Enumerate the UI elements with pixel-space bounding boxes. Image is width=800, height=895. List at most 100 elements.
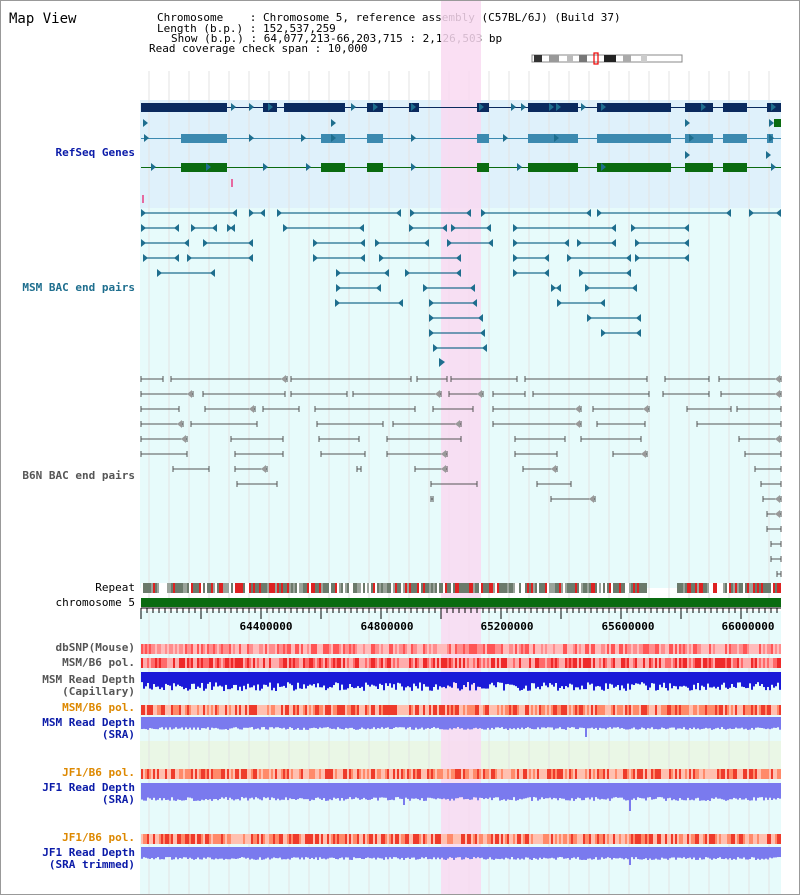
- read-depth-bar: [281, 783, 283, 800]
- read-depth-bar: [507, 672, 509, 684]
- polymorphism-cell: [327, 834, 329, 844]
- polymorphism-cell: [315, 644, 317, 654]
- repeat-block: [587, 583, 589, 593]
- msm-depth-sra-label: MSM Read Depth: [42, 716, 135, 729]
- polymorphism-cell: [459, 834, 461, 844]
- read-depth-bar: [539, 783, 541, 800]
- read-depth-bar: [521, 847, 523, 859]
- polymorphism-cell: [643, 705, 645, 715]
- repeat-block: [609, 583, 611, 593]
- read-depth-bar: [239, 717, 241, 730]
- polymorphism-cell: [539, 834, 541, 844]
- polymorphism-cell: [403, 658, 405, 668]
- read-depth-bar: [365, 717, 367, 730]
- read-depth-bar: [331, 672, 333, 688]
- read-depth-bar: [397, 847, 399, 859]
- read-depth-bar: [445, 847, 447, 860]
- polymorphism-cell: [345, 834, 347, 844]
- polymorphism-cell: [481, 705, 483, 715]
- read-depth-bar: [499, 672, 501, 683]
- polymorphism-cell: [429, 705, 431, 715]
- read-depth-bar: [647, 672, 649, 691]
- read-depth-bar: [721, 717, 723, 728]
- read-depth-bar: [625, 783, 627, 801]
- polymorphism-cell: [601, 769, 603, 779]
- polymorphism-cell: [771, 644, 773, 654]
- repeat-block: [701, 583, 703, 593]
- polymorphism-cell: [395, 705, 397, 715]
- polymorphism-cell: [165, 658, 167, 668]
- polymorphism-cell: [757, 658, 759, 668]
- polymorphism-cell: [765, 644, 767, 654]
- read-depth-bar: [673, 847, 675, 858]
- read-depth-bar: [257, 783, 259, 799]
- read-depth-bar: [695, 847, 697, 860]
- polymorphism-cell: [693, 705, 695, 715]
- read-depth-bar: [687, 847, 689, 859]
- read-depth-bar: [759, 717, 761, 728]
- read-depth-bar: [423, 783, 425, 801]
- polymorphism-cell: [355, 769, 357, 779]
- gene-arrow: [685, 151, 690, 159]
- polymorphism-cell: [747, 644, 749, 654]
- read-depth-bar: [161, 717, 163, 728]
- repeat-block: [267, 583, 269, 593]
- read-depth-bar: [595, 783, 597, 798]
- read-depth-bar: [421, 783, 423, 799]
- polymorphism-cell: [691, 769, 693, 779]
- repeat-block: [589, 583, 591, 593]
- polymorphism-cell: [357, 834, 359, 844]
- polymorphism-cell: [279, 769, 281, 779]
- polymorphism-cell: [647, 705, 649, 715]
- repeat-block: [383, 583, 385, 593]
- repeat-block: [443, 583, 445, 593]
- read-depth-bar: [421, 672, 423, 691]
- polymorphism-cell: [243, 644, 245, 654]
- polymorphism-cell: [369, 769, 371, 779]
- read-depth-bar: [463, 717, 465, 730]
- read-depth-bar: [583, 717, 585, 729]
- polymorphism-cell: [535, 769, 537, 779]
- polymorphism-cell: [741, 769, 743, 779]
- polymorphism-cell: [179, 705, 181, 715]
- polymorphism-cell: [447, 644, 449, 654]
- axis-tick-label: 64800000: [361, 620, 414, 633]
- read-depth-bar: [749, 717, 751, 730]
- repeat-block: [481, 583, 483, 593]
- read-depth-bar: [569, 847, 571, 860]
- polymorphism-cell: [451, 658, 453, 668]
- read-depth-bar: [261, 783, 263, 801]
- polymorphism-cell: [261, 705, 263, 715]
- read-depth-bar: [147, 783, 149, 798]
- repeat-block: [287, 583, 289, 593]
- repeat-block: [193, 583, 195, 593]
- repeat-block: [545, 583, 547, 593]
- read-depth-bar: [245, 847, 247, 859]
- polymorphism-cell: [385, 658, 387, 668]
- read-depth-bar: [757, 672, 759, 683]
- msm-bac-end: [478, 314, 483, 322]
- polymorphism-cell: [177, 705, 179, 715]
- read-depth-bar: [751, 783, 753, 801]
- read-depth-bar: [259, 783, 261, 800]
- polymorphism-cell: [367, 769, 369, 779]
- polymorphism-cell: [501, 658, 503, 668]
- polymorphism-cell: [247, 769, 249, 779]
- polymorphism-cell: [481, 769, 483, 779]
- polymorphism-cell: [583, 834, 585, 844]
- polymorphism-cell: [175, 834, 177, 844]
- polymorphism-cell: [293, 769, 295, 779]
- polymorphism-cell: [717, 769, 719, 779]
- polymorphism-cell: [391, 705, 393, 715]
- polymorphism-cell: [453, 769, 455, 779]
- polymorphism-cell: [531, 705, 533, 715]
- msm-bac-end: [249, 209, 254, 217]
- read-depth-bar: [585, 783, 587, 798]
- polymorphism-cell: [575, 658, 577, 668]
- polymorphism-cell: [337, 644, 339, 654]
- polymorphism-cell: [623, 769, 625, 779]
- read-depth-bar: [169, 783, 171, 801]
- repeat-block: [429, 583, 431, 593]
- polymorphism-cell: [771, 705, 773, 715]
